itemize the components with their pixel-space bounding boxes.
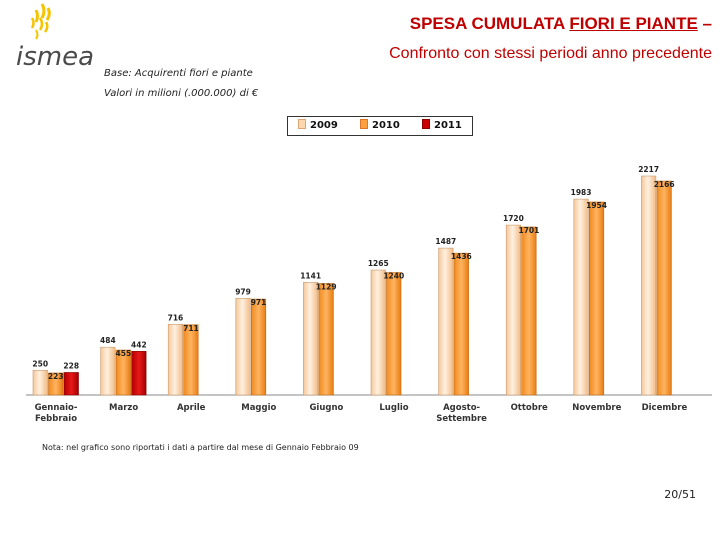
category-label-7-0: Ottobre	[511, 403, 548, 413]
footnote: Nota: nel grafico sono riportati i dati …	[42, 443, 359, 452]
category-label-0-0: Gennaio-	[35, 403, 78, 413]
data-label-2009-2: 716	[168, 313, 184, 322]
bar-2011-0	[63, 372, 79, 396]
data-label-2009-6: 1487	[435, 237, 456, 246]
bar-2009-1	[100, 346, 116, 396]
data-label-2009-9: 2217	[638, 165, 659, 174]
data-label-2011-1: 442	[131, 340, 147, 349]
bar-2009-8	[573, 198, 589, 396]
bar-2009-4	[303, 281, 319, 396]
base-note: Base: Acquirenti fiori e piante	[104, 68, 253, 79]
data-label-2011-0: 228	[63, 361, 79, 370]
data-label-2010-2: 711	[183, 324, 199, 333]
logo-text: ismea	[16, 42, 94, 70]
bar-2010-0	[48, 372, 64, 396]
legend-item-2011: 2011	[422, 119, 462, 131]
data-label-2010-4: 1129	[316, 282, 337, 291]
bar-2010-1	[115, 349, 131, 396]
ismea-logo: ismea	[14, 2, 114, 72]
data-label-2010-6: 1436	[451, 252, 472, 261]
bar-2009-0	[32, 370, 48, 396]
data-label-2010-1: 455	[116, 349, 132, 358]
bar-2010-2	[183, 324, 199, 396]
bar-2009-7	[505, 224, 522, 396]
chart-legend: 2009 2010 2011	[287, 116, 473, 136]
category-label-1-0: Marzo	[109, 403, 138, 413]
category-label-9-0: Dicembre	[642, 403, 688, 413]
bar-2009-2	[167, 323, 183, 396]
legend-item-2009: 2009	[298, 119, 338, 131]
bar-2010-3	[251, 298, 267, 396]
page-title: SPESA CUMULATA FIORI E PIANTE –	[409, 14, 712, 33]
legend-swatch-2011	[422, 119, 430, 129]
flower-petals-icon: ismea	[16, 3, 94, 72]
data-label-2010-9: 2166	[654, 180, 675, 189]
page-number: 20/51	[664, 488, 696, 501]
data-label-2009-3: 979	[235, 287, 251, 296]
data-label-2010-7: 1701	[519, 226, 540, 235]
legend-item-2010: 2010	[360, 119, 400, 131]
category-label-6-0: Agosto-	[443, 403, 480, 413]
bar-2010-9	[656, 180, 672, 396]
bar-2009-9	[641, 175, 657, 396]
bar-2009-3	[235, 297, 251, 396]
data-label-2009-7: 1720	[503, 214, 524, 223]
data-label-2009-5: 1265	[368, 259, 389, 268]
data-label-2009-4: 1141	[300, 271, 321, 280]
page-subtitle: Confronto con stessi periodi anno preced…	[389, 45, 712, 62]
category-label-0-1: Febbraio	[35, 414, 77, 424]
category-label-3-0: Maggio	[241, 403, 276, 413]
data-label-2009-8: 1983	[571, 188, 592, 197]
data-label-2010-5: 1240	[383, 272, 404, 281]
category-label-8-0: Novembre	[572, 403, 621, 413]
bar-2010-6	[453, 252, 469, 396]
data-label-2010-8: 1954	[586, 201, 607, 210]
data-label-2010-0: 223	[48, 372, 64, 381]
bar-2010-7	[521, 226, 537, 396]
legend-swatch-2009	[298, 119, 306, 129]
data-label-2009-1: 484	[100, 336, 116, 345]
values-note: Valori in milioni (.000.000) di €	[104, 88, 259, 99]
category-label-4-0: Giugno	[309, 403, 343, 413]
category-label-6-1: Settembre	[436, 414, 487, 424]
category-label-2-0: Aprile	[177, 403, 206, 413]
bar-2009-5	[370, 269, 386, 396]
bar-2011-1	[131, 351, 147, 396]
category-label-5-0: Luglio	[379, 403, 408, 413]
data-label-2009-0: 250	[32, 359, 48, 368]
bar-2009-6	[438, 247, 454, 396]
bar-2010-8	[588, 201, 605, 396]
bar-2010-5	[386, 272, 402, 396]
data-label-2010-3: 971	[251, 298, 267, 307]
legend-swatch-2010	[360, 119, 368, 129]
bar-2010-4	[318, 283, 334, 396]
